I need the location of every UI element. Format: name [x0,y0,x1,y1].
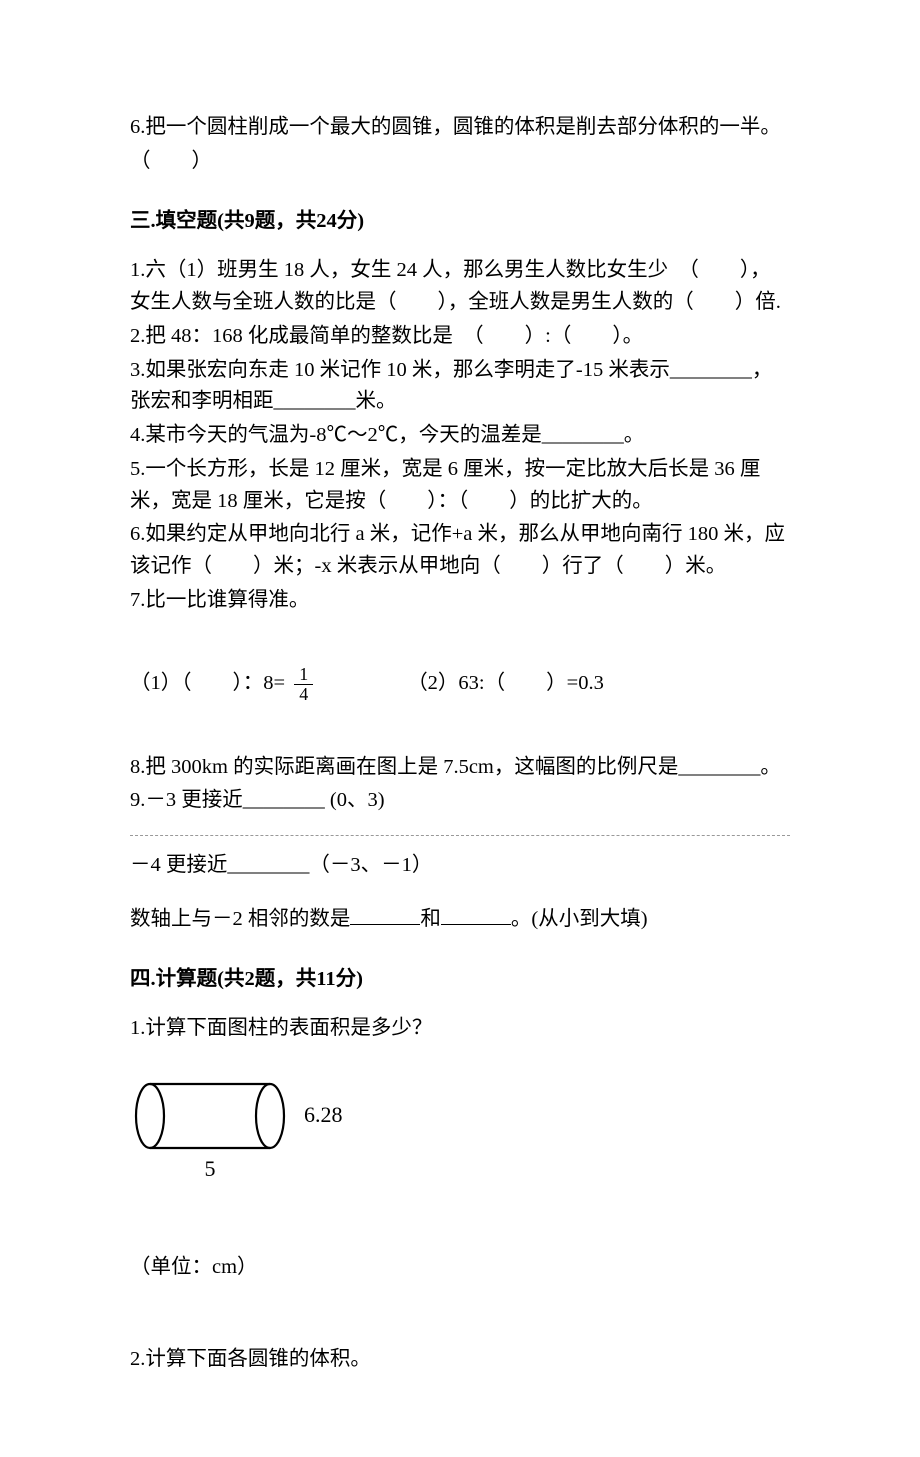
s3-q9c-pre: 数轴上与－2 相邻的数是 [130,908,350,930]
dotted-divider [130,835,790,836]
s3-q9c-mid: 和 [420,908,441,930]
s3-q9b: －4 更接近________（－3、－1） [130,850,790,882]
fraction-numerator: 1 [294,665,313,685]
fraction-denominator: 4 [294,685,313,704]
s4-q1: 1.计算下面图柱的表面积是多少？ [130,1013,790,1045]
sec2-q6-paren[interactable]: （ ） [130,146,790,178]
s3-q9c: 数轴上与－2 相邻的数是 和 。(从小到大填) [130,904,790,936]
blank-field[interactable] [350,905,420,924]
s3-q4: 4.某市今天的气温为-8℃～2℃，今天的温差是________。 [130,420,790,452]
s3-q2: 2.把 48：168 化成最简单的整数比是 （ ）:（ ）。 [130,321,790,353]
cylinder-figure: 56.28 [130,1071,790,1212]
s3-q9c-post: 。(从小到大填) [511,908,648,930]
blank-field[interactable] [441,905,511,924]
s3-q9a: 9.－3 更接近________ (0、3) [130,785,790,817]
s3-q7-1-text: （1）（ ）：8= [130,672,285,694]
cylinder-svg: 56.28 [130,1071,390,1201]
fraction-1-over-4: 1 4 [294,665,313,704]
s3-q6: 6.如果约定从甲地向北行 a 米，记作+a 米，那么从甲地向南行 180 米，应… [130,519,790,583]
s3-q7-2: （2）63:（ ）=0.3 [407,668,604,700]
figure-length-label: 5 [205,1156,216,1181]
figure-right-label: 6.28 [304,1102,343,1127]
s3-q7: 7.比一比谁算得准。 [130,585,790,617]
s3-q7-1: （1）（ ）：8= 1 4 [130,665,317,704]
s3-q3: 3.如果张宏向东走 10 米记作 10 米，那么李明走了-15 米表示_____… [130,355,790,419]
s3-q5: 5.一个长方形，长是 12 厘米，宽是 6 厘米，按一定比放大后长是 36 厘米… [130,454,790,518]
s4-q2: 2.计算下面各圆锥的体积。 [130,1344,790,1376]
s3-q7-subrow: （1）（ ）：8= 1 4 （2）63:（ ）=0.3 [130,665,790,704]
s3-q8: 8.把 300km 的实际距离画在图上是 7.5cm，这幅图的比例尺是_____… [130,752,790,784]
section4-title: 四.计算题(共2题，共11分) [130,964,790,996]
s3-q1: 1.六（1）班男生 18 人，女生 24 人，那么男生人数比女生少 （ ），女生… [130,255,790,319]
sec2-q6-line1: 6.把一个圆柱削成一个最大的圆锥，圆锥的体积是削去部分体积的一半。 [130,112,790,144]
section3-title: 三.填空题(共9题，共24分) [130,206,790,238]
s4-unit: （单位：cm） [130,1252,790,1284]
